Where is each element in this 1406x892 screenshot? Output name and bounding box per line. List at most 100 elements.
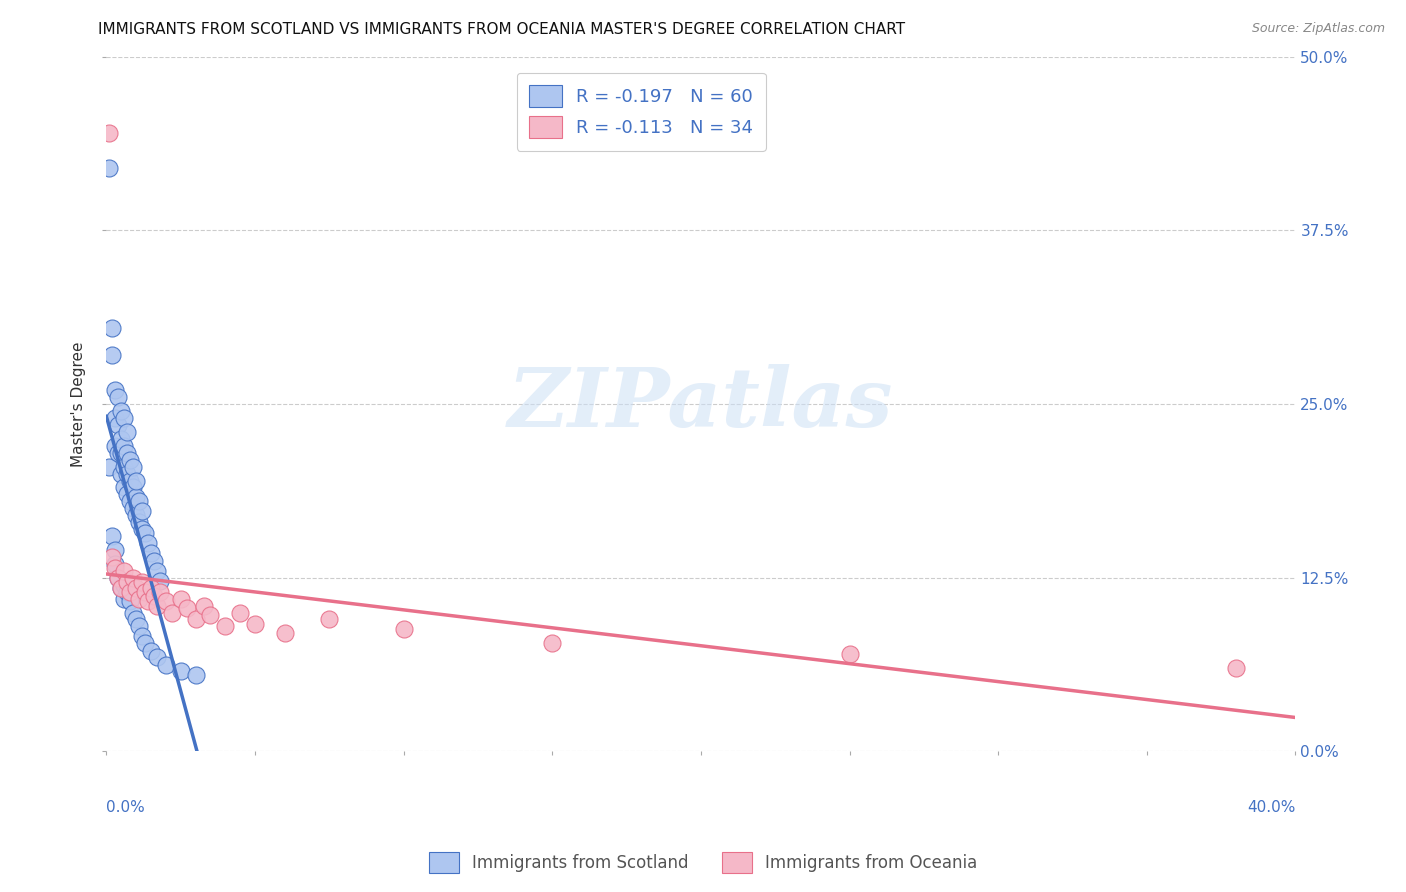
Point bbox=[110, 581, 132, 595]
Point bbox=[139, 546, 162, 560]
Text: 0.0%: 0.0% bbox=[107, 800, 145, 815]
Point bbox=[125, 581, 148, 595]
Point bbox=[101, 549, 124, 564]
Point bbox=[184, 668, 207, 682]
Point bbox=[104, 561, 127, 575]
Point bbox=[176, 601, 198, 615]
Point bbox=[146, 599, 169, 613]
Point bbox=[120, 584, 142, 599]
Point bbox=[107, 571, 129, 585]
Point bbox=[146, 650, 169, 665]
Point bbox=[101, 320, 124, 334]
Point bbox=[149, 574, 172, 588]
Point bbox=[115, 487, 138, 501]
Point bbox=[107, 446, 129, 460]
Point bbox=[1225, 661, 1247, 675]
Point bbox=[200, 608, 222, 623]
Point bbox=[104, 543, 127, 558]
Point bbox=[155, 594, 177, 608]
Point bbox=[155, 658, 177, 673]
Point bbox=[98, 459, 121, 474]
Point bbox=[149, 584, 172, 599]
Point bbox=[112, 578, 135, 592]
Point bbox=[104, 411, 127, 425]
Point bbox=[136, 594, 159, 608]
Point bbox=[131, 504, 153, 518]
Point bbox=[122, 606, 145, 620]
Point bbox=[122, 501, 145, 516]
Point bbox=[170, 591, 193, 606]
Point bbox=[112, 459, 135, 474]
Text: Source: ZipAtlas.com: Source: ZipAtlas.com bbox=[1251, 22, 1385, 36]
Point bbox=[318, 612, 340, 626]
Point bbox=[115, 574, 138, 589]
Point bbox=[104, 439, 127, 453]
Point bbox=[120, 452, 142, 467]
Text: IMMIGRANTS FROM SCOTLAND VS IMMIGRANTS FROM OCEANIA MASTER'S DEGREE CORRELATION : IMMIGRANTS FROM SCOTLAND VS IMMIGRANTS F… bbox=[98, 22, 905, 37]
Point bbox=[120, 594, 142, 608]
Point bbox=[98, 161, 121, 175]
Text: 40.0%: 40.0% bbox=[1247, 800, 1295, 815]
Point bbox=[229, 606, 252, 620]
Point bbox=[110, 404, 132, 418]
Point bbox=[110, 581, 132, 595]
Point bbox=[214, 619, 236, 633]
Point bbox=[112, 411, 135, 425]
Point bbox=[146, 564, 169, 578]
Point bbox=[160, 606, 183, 620]
Point bbox=[122, 571, 145, 585]
Legend: R = -0.197   N = 60, R = -0.113   N = 34: R = -0.197 N = 60, R = -0.113 N = 34 bbox=[517, 72, 766, 151]
Point bbox=[115, 584, 138, 599]
Point bbox=[128, 591, 150, 606]
Point bbox=[110, 446, 132, 460]
Point bbox=[125, 474, 148, 488]
Point bbox=[142, 554, 165, 568]
Point bbox=[115, 467, 138, 481]
Point bbox=[112, 480, 135, 494]
Point bbox=[110, 467, 132, 481]
Point bbox=[104, 383, 127, 397]
Point bbox=[122, 480, 145, 494]
Point bbox=[120, 474, 142, 488]
Point bbox=[134, 584, 156, 599]
Point bbox=[392, 622, 415, 636]
Point bbox=[131, 629, 153, 643]
Point bbox=[112, 564, 135, 578]
Point bbox=[104, 557, 127, 571]
Point bbox=[110, 432, 132, 446]
Point bbox=[134, 636, 156, 650]
Point bbox=[136, 536, 159, 550]
Point bbox=[98, 126, 121, 140]
Point bbox=[128, 515, 150, 529]
Legend: Immigrants from Scotland, Immigrants from Oceania: Immigrants from Scotland, Immigrants fro… bbox=[422, 846, 984, 880]
Point bbox=[184, 612, 207, 626]
Point bbox=[139, 581, 162, 595]
Point bbox=[125, 612, 148, 626]
Point bbox=[131, 574, 153, 589]
Point bbox=[101, 348, 124, 362]
Point bbox=[122, 459, 145, 474]
Point bbox=[142, 589, 165, 603]
Point bbox=[243, 616, 266, 631]
Point bbox=[541, 636, 564, 650]
Point bbox=[120, 494, 142, 508]
Point bbox=[107, 571, 129, 585]
Point bbox=[125, 508, 148, 523]
Point bbox=[101, 529, 124, 543]
Point bbox=[274, 626, 297, 640]
Point bbox=[107, 417, 129, 432]
Point bbox=[193, 599, 215, 613]
Point bbox=[112, 439, 135, 453]
Point bbox=[112, 591, 135, 606]
Point bbox=[170, 664, 193, 678]
Point bbox=[115, 446, 138, 460]
Y-axis label: Master's Degree: Master's Degree bbox=[72, 342, 86, 467]
Point bbox=[115, 425, 138, 439]
Point bbox=[134, 526, 156, 541]
Point bbox=[107, 390, 129, 404]
Point bbox=[838, 647, 860, 661]
Text: ZIPatlas: ZIPatlas bbox=[508, 364, 894, 444]
Point bbox=[131, 522, 153, 536]
Point bbox=[128, 494, 150, 508]
Point bbox=[128, 619, 150, 633]
